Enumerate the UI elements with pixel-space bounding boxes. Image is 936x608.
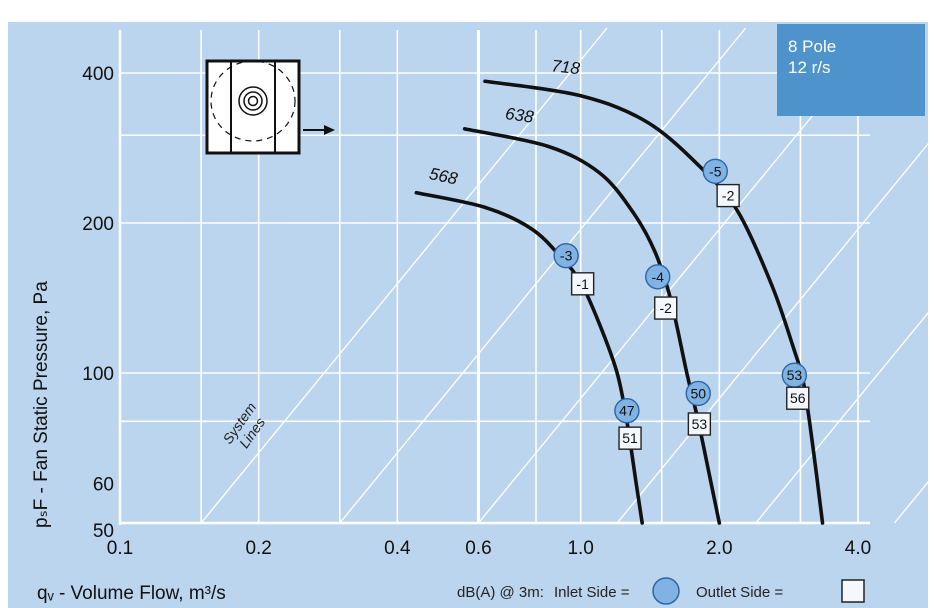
- y-axis-label: pₛF - Fan Static Pressure, Pa: [31, 281, 52, 528]
- fan-icon: [205, 59, 335, 155]
- x-tick-label: 0.6: [465, 538, 491, 559]
- fan-curve-568: [414, 190, 644, 525]
- outlet-noise-marker: [618, 426, 642, 450]
- fan-impeller-outline: [210, 60, 296, 142]
- outlet-noise-value: 53: [692, 416, 708, 432]
- x-tick-label: 4.0: [845, 538, 871, 559]
- outlet-noise-value: -1: [576, 276, 589, 292]
- system-line: [616, 133, 936, 524]
- inlet-noise-marker: [614, 398, 640, 424]
- x-axis-label: qᵥ - Volume Flow, m³/s: [37, 583, 226, 604]
- x-tick-label: 0.2: [245, 538, 271, 559]
- outlet-noise-value: 56: [790, 390, 806, 406]
- outlet-noise-marker: [570, 272, 595, 296]
- inlet-noise-marker: [645, 264, 671, 290]
- fan-curve-label: 718: [551, 56, 582, 78]
- outlet-noise-marker: [654, 296, 678, 320]
- system-line: [755, 302, 936, 524]
- inlet-noise-marker: [702, 158, 728, 184]
- x-tick-label: 2.0: [706, 538, 732, 559]
- y-tick-label: 400: [82, 64, 114, 85]
- inlet-noise-value: 50: [690, 385, 706, 401]
- outlet-noise-value: 51: [622, 430, 638, 446]
- system-line: [200, 27, 608, 524]
- y-tick-label: 200: [82, 214, 114, 235]
- inlet-noise-marker: [685, 380, 711, 407]
- outlet-noise-marker: [786, 386, 810, 410]
- system-line: [339, 27, 747, 524]
- inlet-noise-value: -4: [652, 269, 665, 285]
- y-tick-label: 50: [93, 521, 114, 542]
- x-tick-label: 0.4: [384, 538, 411, 559]
- legend-prefix: dB(A) @ 3m:: [457, 584, 544, 601]
- legend: dB(A) @ 3m: Inlet Side = Outlet Side =: [457, 577, 865, 605]
- legend-outlet-label: Outlet Side =: [696, 584, 783, 601]
- fan-shaft: [247, 95, 259, 107]
- speed-label: 12 r/s: [788, 58, 831, 77]
- inlet-noise-value: -3: [560, 248, 573, 264]
- pole-speed-box: 8 Pole 12 r/s: [777, 24, 925, 116]
- y-tick-label: 60: [93, 475, 114, 496]
- legend-outlet-square: [841, 579, 865, 603]
- inlet-noise-value: -5: [709, 163, 722, 179]
- x-tick-label: 0.1: [107, 538, 133, 559]
- outlet-noise-value: -2: [722, 188, 735, 204]
- legend-inlet-label: Inlet Side =: [554, 584, 630, 601]
- fan-curve-label: 638: [504, 104, 535, 127]
- axis-tick-labels: 0.1 0.2 0.4 0.6 1.0 2.0 4.0 400 200 100 60 50: [82, 64, 871, 559]
- chart-background: [8, 22, 928, 608]
- inlet-noise-value: 47: [619, 403, 635, 419]
- pole-count-label: 8 Pole: [788, 37, 837, 56]
- fan-hub: [238, 86, 268, 116]
- outlet-noise-marker: [716, 183, 740, 208]
- inlet-noise-marker: [553, 242, 579, 269]
- outlet-noise-value: -2: [660, 300, 673, 316]
- fan-curve-718: [483, 79, 825, 525]
- x-tick-label: 1.0: [567, 538, 593, 559]
- airflow-arrowhead-icon: [324, 125, 335, 135]
- fan-hub-inner: [243, 91, 263, 111]
- inlet-noise-value: 53: [787, 367, 803, 383]
- legend-inlet-circle: [652, 577, 680, 605]
- y-tick-label: 100: [82, 364, 114, 385]
- outlet-noise-marker: [687, 412, 712, 436]
